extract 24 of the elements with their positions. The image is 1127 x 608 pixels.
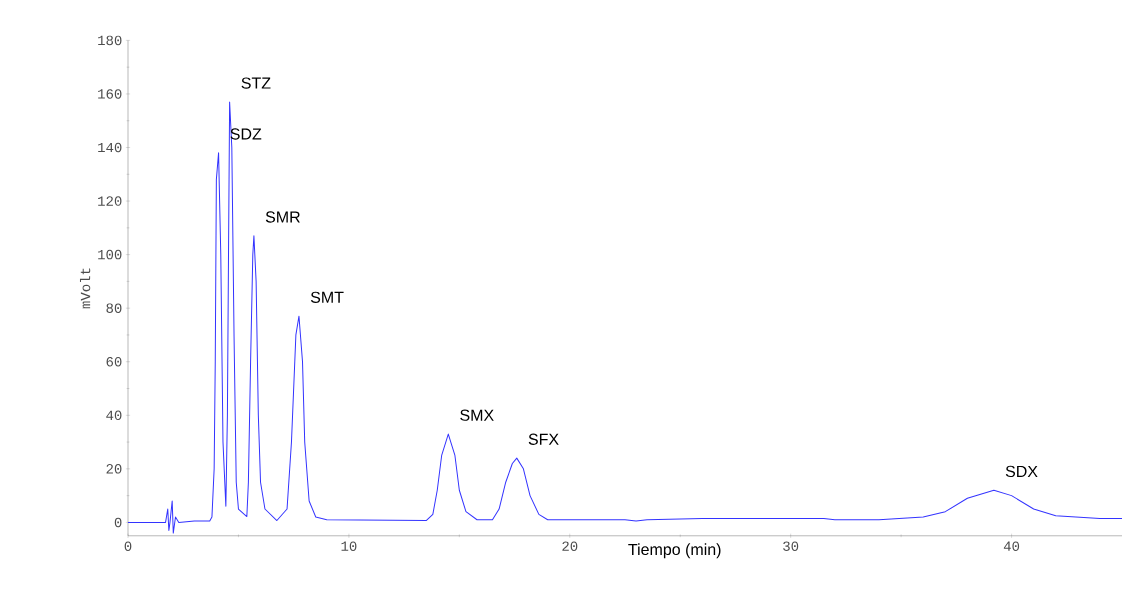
- y-tick-label: 180: [98, 35, 122, 46]
- x-tick-label: 30: [783, 541, 799, 551]
- annotation: STZ: [241, 77, 271, 89]
- y-axis-title: mVolt: [79, 268, 91, 309]
- annotation: SMT: [310, 291, 344, 303]
- annotation: SDX: [1005, 465, 1038, 478]
- annotation: SMR: [265, 211, 300, 223]
- annotation: SFX: [528, 433, 559, 445]
- x-tick-label: 0: [124, 541, 132, 551]
- x-tick-label: 10: [341, 541, 357, 551]
- y-tick-label: 80: [106, 303, 122, 313]
- y-tick-label: 60: [106, 356, 122, 367]
- y-tick-label: 40: [106, 410, 122, 421]
- y-tick-label: 0: [114, 517, 122, 528]
- x-tick-label: 40: [1003, 541, 1020, 551]
- y-tick-label: 160: [98, 89, 122, 99]
- x-tick-label: 20: [562, 541, 578, 551]
- y-tick-label: 20: [106, 464, 122, 474]
- annotation: SMX: [460, 409, 494, 421]
- y-tick-label: 100: [98, 249, 122, 260]
- y-tick-label: 120: [98, 196, 122, 206]
- annotation: SDZ: [230, 128, 262, 140]
- x-axis-title: Tiempo (min): [628, 543, 721, 559]
- y-tick-label: 140: [98, 142, 122, 153]
